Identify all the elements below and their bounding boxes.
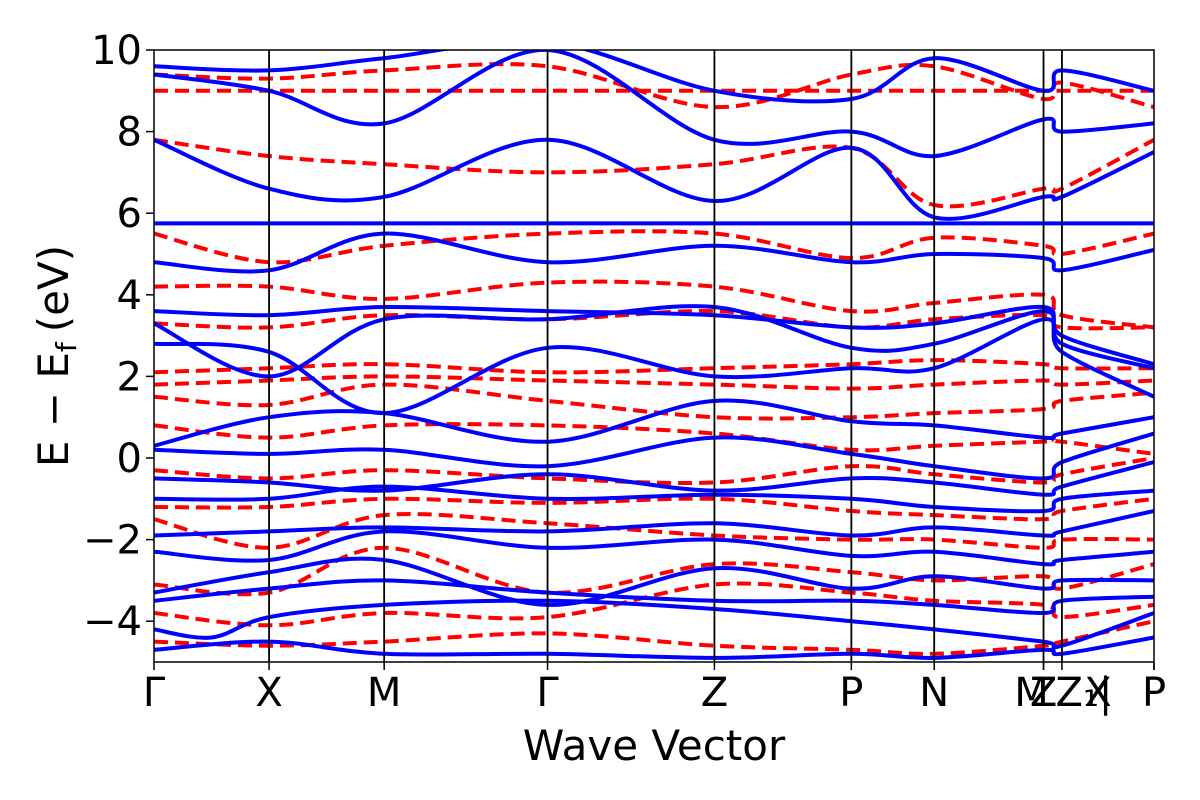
red-dashed-band-line: [154, 619, 1154, 656]
red-dashed-band-line: [154, 308, 1154, 331]
bands-layer: [154, 50, 1154, 660]
y-tick-label: 6: [117, 191, 142, 237]
blue-solid-band-line: [154, 50, 1154, 104]
red-dashed-band-line: [154, 229, 1154, 265]
red-dashed-band-line: [154, 279, 1154, 330]
y-axis-label: E − Ef (eV): [29, 245, 83, 467]
blue-solid-band-line: [154, 231, 1154, 274]
plot-frame: [153, 49, 1155, 663]
x-tick-label: N: [919, 670, 949, 716]
y-tick-label: 8: [117, 110, 142, 156]
x-tick-label: M: [367, 670, 402, 716]
y-tick-label: −2: [83, 518, 142, 564]
red-dashed-band-line: [154, 456, 1154, 486]
x-tick-label: Γ: [536, 670, 559, 716]
blue-solid-band-line: [154, 304, 1154, 367]
blue-solid-band-line: [154, 460, 1154, 497]
x-tick-label: P: [839, 670, 863, 716]
red-dashed-band-line: [154, 545, 1154, 597]
blue-solid-band-line: [154, 484, 1154, 514]
y-axis-label-unit: (eV): [29, 245, 78, 332]
x-axis: Γ X M Γ Z P N ΖM Ζ₁|X P: [143, 662, 1166, 716]
blue-solid-band-line: [154, 50, 1154, 159]
red-dashed-band-line: [154, 137, 1154, 209]
red-dashed-band-line: [154, 496, 1154, 522]
y-tick-label: −4: [83, 599, 142, 645]
x-tick-label: X: [1084, 670, 1111, 716]
y-axis-label-main: E − E: [29, 352, 78, 467]
y-axis: −4 −2 0 2 4 6 8 10: [83, 28, 154, 645]
blue-solid-band-line: [154, 137, 1154, 221]
blue-solid-band-line: [154, 578, 1154, 616]
x-tick-label: Ζ₁|: [1055, 670, 1112, 716]
x-tick-label: Ζ: [1030, 670, 1057, 716]
x-tick-label: X: [255, 670, 282, 716]
red-dashed-band-line: [154, 374, 1154, 391]
red-dashed-band-line: [154, 382, 1154, 421]
blue-solid-band-line: [154, 398, 1154, 448]
red-dashed-band-line: [154, 358, 1154, 375]
x-tick-label: P: [1142, 670, 1166, 716]
red-dashed-band-line: [154, 62, 1154, 110]
y-tick-label: 2: [117, 354, 142, 400]
blue-solid-band-line: [154, 529, 1154, 567]
x-axis-label: Wave Vector: [523, 721, 786, 770]
blue-solid-band-line: [154, 635, 1154, 660]
blue-solid-band-line: [154, 431, 1154, 481]
y-tick-label: 4: [117, 273, 142, 319]
red-dashed-band-line: [154, 581, 1154, 628]
x-tick-label: Γ: [143, 670, 166, 716]
y-tick-label: 0: [117, 436, 142, 482]
red-dashed-band-line: [154, 422, 1154, 456]
blue-solid-band-line: [154, 509, 1154, 538]
blue-solid-band-line: [154, 556, 1154, 607]
x-tick-label: Z: [701, 670, 728, 716]
high-symmetry-lines: [268, 50, 1063, 662]
red-dashed-band-line: [154, 512, 1154, 550]
y-axis-label-sub: f: [50, 341, 83, 352]
x-tick-label: M: [1014, 670, 1049, 716]
y-tick-label: 10: [91, 28, 142, 74]
